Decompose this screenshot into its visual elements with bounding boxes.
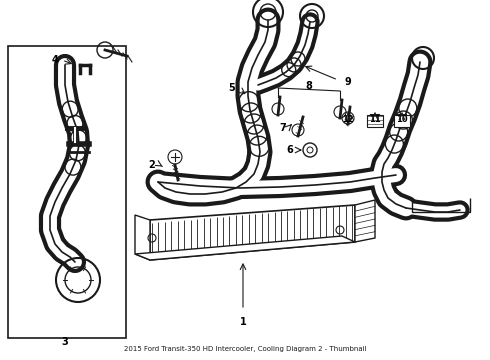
Polygon shape [355,200,375,242]
Text: 10: 10 [396,116,408,125]
Bar [8,46,126,338]
Text: 3: 3 [62,337,69,347]
Text: 8: 8 [306,81,313,91]
Text: 5: 5 [229,83,235,93]
Text: 1: 1 [240,317,246,327]
Text: 2015 Ford Transit-350 HD Intercooler, Cooling Diagram 2 - Thumbnail: 2015 Ford Transit-350 HD Intercooler, Co… [123,346,367,352]
Bar [367,115,383,127]
Polygon shape [135,215,150,260]
Polygon shape [150,205,355,260]
Text: 7: 7 [280,123,286,133]
Text: 11: 11 [369,116,381,125]
Text: 4: 4 [51,55,58,65]
Polygon shape [135,236,355,260]
Text: 12: 12 [342,116,354,125]
Text: 6: 6 [287,145,294,155]
Bar [394,115,410,127]
Text: 9: 9 [344,77,351,87]
Text: 2: 2 [148,160,155,170]
